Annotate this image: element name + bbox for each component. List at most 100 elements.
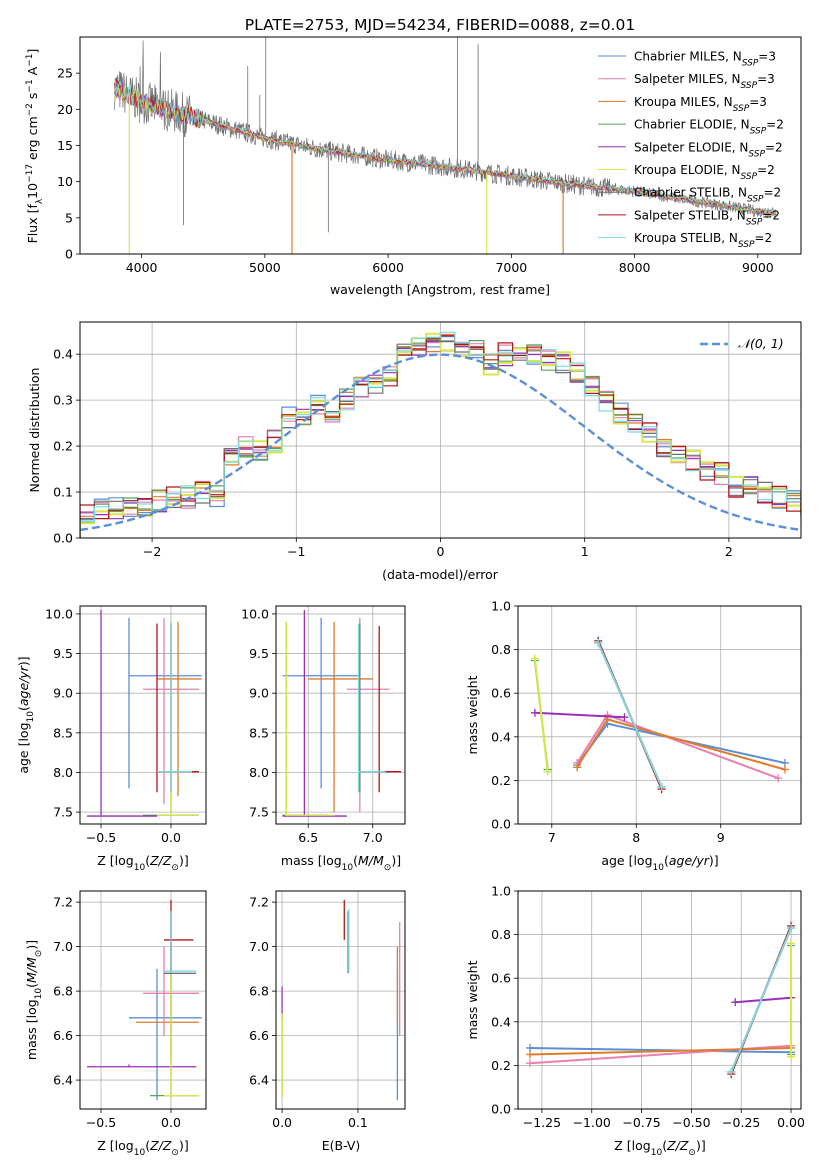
spectrum-model-trace [114, 78, 777, 214]
age-mass-x-axis-label: mass [log10(M/M⊙)] [281, 853, 401, 873]
weight-marker [620, 713, 629, 722]
tick-label-y: 9.5 [249, 646, 269, 661]
tick-label-y: 0.1 [53, 485, 73, 500]
tick-label-y: 7.2 [53, 895, 73, 910]
legend-label: Chabrier MILES, NSSP=3 [634, 50, 776, 69]
weight_vs_age-frame [517, 605, 802, 825]
tick-label-y: 6.8 [53, 984, 73, 999]
legend-label: Kroupa MILES, NSSP=3 [634, 95, 767, 114]
legend-label: Salpeter STELIB, NSSP=2 [634, 208, 780, 227]
spectrum-y-axis-label: Flux [fλ10−17 erg cm−2 s−1 A−1] [25, 49, 45, 244]
age_vs_mass-frame [275, 605, 406, 825]
legend-label: Kroupa ELODIE, NSSP=2 [634, 163, 775, 182]
tick-label-y: 9.0 [249, 686, 269, 701]
tick-label-y: 0.4 [491, 1014, 511, 1029]
histogram-series [80, 332, 801, 538]
histogram-legend: 𝒩(0, 1) [700, 336, 784, 351]
tick-label-y: 7.2 [249, 895, 269, 910]
weight-line [576, 722, 786, 766]
tick-label-x: −0.5 [86, 1115, 116, 1130]
weight-marker [731, 998, 740, 1007]
errorbar-point [157, 621, 202, 797]
mass-ebv-x-axis-label: E(B-V) [322, 1138, 361, 1153]
errorbar-point [157, 623, 192, 793]
errorbar-point [282, 609, 347, 817]
legend-label: Salpeter MILES, NSSP=3 [634, 72, 775, 91]
tick-label-y: 25 [57, 66, 73, 81]
errorbar-point [164, 968, 199, 1098]
weight-series [530, 654, 552, 776]
tick-label-y: 0.0 [491, 1102, 511, 1117]
tick-label-x: 0 [437, 544, 445, 559]
legend-label: 𝒩(0, 1) [738, 336, 784, 351]
age-z-y-axis-label: age [log10(age/yr)] [16, 656, 36, 773]
weight-series [594, 639, 666, 791]
weight-series [530, 708, 629, 722]
tick-label-y: 7.5 [53, 805, 73, 820]
tick-label-y: 10.0 [241, 606, 269, 621]
errorbar-point [128, 617, 202, 789]
weight_vs_age-plot-area [530, 636, 789, 794]
errorbar-point [87, 609, 157, 817]
weight-age-x-axis-label: age [log10(age/yr)] [601, 853, 718, 873]
histogram-series [80, 335, 801, 538]
weight-marker [525, 1050, 534, 1059]
weight-age-y-axis-label: mass weight [465, 675, 480, 754]
weight-series [787, 939, 796, 1061]
errorbar-point [164, 911, 197, 974]
tick-label-x: 6.5 [298, 830, 318, 845]
errorbar-point [346, 617, 390, 813]
tick-label-y: 8.0 [249, 765, 269, 780]
tick-label-y: 0.4 [53, 347, 73, 362]
tick-label-y: 1.0 [491, 884, 511, 899]
weight-series [573, 715, 789, 774]
weight-marker [787, 1052, 796, 1061]
age_vs_mass-panel: 6.5 7.0 7.5 8.0 8.5 9.0 9.5 10.0 mass [log10(M/M… [241, 605, 406, 873]
tick-label-x: −0.5 [86, 830, 116, 845]
mass_vs_ebv-frame [275, 890, 406, 1110]
weight-marker [530, 654, 539, 663]
tick-label-x: −1.25 [523, 1115, 561, 1130]
tick-label-y: 9.5 [53, 646, 73, 661]
legend-label: Chabrier STELIB, NSSP=2 [634, 186, 781, 205]
weight-line [730, 927, 792, 1073]
tick-label-y: 0.2 [491, 773, 511, 788]
mass_vs_ebv-panel: 0.0 0.1 6.4 6.6 6.8 7.0 7.2 E(B-V) [249, 890, 406, 1153]
tick-label-y: 0.8 [491, 927, 511, 942]
tick-label-x: −0.25 [722, 1115, 760, 1130]
tick-label-y: 9.0 [53, 686, 73, 701]
mass-z-x-axis-label: Z [log10(Z/Z⊙)] [97, 1138, 188, 1158]
weight-marker [573, 763, 582, 772]
tick-label-x: 0.0 [161, 830, 181, 845]
tick-label-y: 6.4 [249, 1073, 269, 1088]
tick-label-x: 5000 [249, 260, 281, 275]
weight-series [573, 711, 783, 783]
weight-marker [530, 708, 539, 717]
weight-line [735, 996, 792, 1004]
residuals-plot-area [80, 331, 801, 538]
tick-label-y: 7.0 [53, 939, 73, 954]
errorbar-point [157, 623, 197, 793]
spectrum-plot-area [114, 37, 777, 254]
errorbar-point [308, 621, 373, 813]
tick-label-y: 0.3 [53, 393, 73, 408]
errorbar-point [129, 968, 202, 1101]
weight-line [533, 658, 549, 772]
weight-line [529, 1047, 792, 1056]
tick-label-y: 7.0 [249, 939, 269, 954]
weight-series [727, 924, 796, 1076]
mass_vs_Z-panel: −0.5 0.0 6.4 6.6 6.8 7.0 7.2 Z [log10(Z/Z⊙)] mas… [24, 890, 207, 1158]
normal-distribution-curve [80, 353, 799, 532]
legend-label: Kroupa STELIB, NSSP=2 [634, 231, 772, 250]
mass-z-y-axis-label: mass [log10(M/M⊙)] [24, 940, 44, 1060]
errorbar-point [282, 617, 360, 789]
weight_vs_Z-panel: −1.25 −1.00 −0.75 −0.50 −0.25 0.00 0.0 0.2 0.4 0.… [465, 884, 805, 1159]
spectrum-x-axis-label: wavelength [Angstrom, rest frame] [330, 282, 550, 297]
tick-label-y: 8.0 [53, 765, 73, 780]
tick-label-y: 6.6 [249, 1028, 269, 1043]
tick-label-y: 0.2 [53, 439, 73, 454]
histogram-x-axis-label: (data-model)/error [382, 567, 499, 582]
spectrum-panel: 4000 5000 6000 7000 8000 9000 0 5 10 15 20 25 wavele… [25, 36, 802, 297]
age_vs_Z-panel: −0.5 0.0 7.5 8.0 8.5 9.0 9.5 10.0 Z [log10(Z/Z⊙)… [16, 605, 207, 873]
